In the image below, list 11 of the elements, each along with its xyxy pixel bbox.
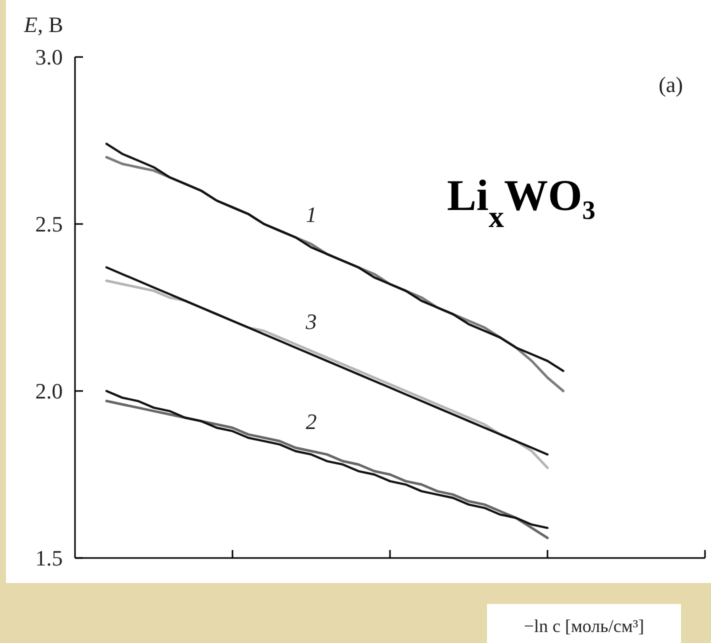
series-label: 2 [306,409,317,434]
y-tick-label: 1.5 [35,546,63,571]
y-tick-label: 2.5 [35,212,63,237]
series-label: 1 [306,202,317,228]
series-label: 3 [304,308,317,334]
y-tick-label: 2.0 [35,378,63,404]
annotation: Li$_{x}$WO₃ [447,171,596,234]
annotation: (a) [658,72,683,97]
x-axis-title: −ln c [моль/см³] [524,616,644,636]
y-tick-label: 3.0 [35,44,63,70]
y-axis-title: E, В [23,12,64,37]
